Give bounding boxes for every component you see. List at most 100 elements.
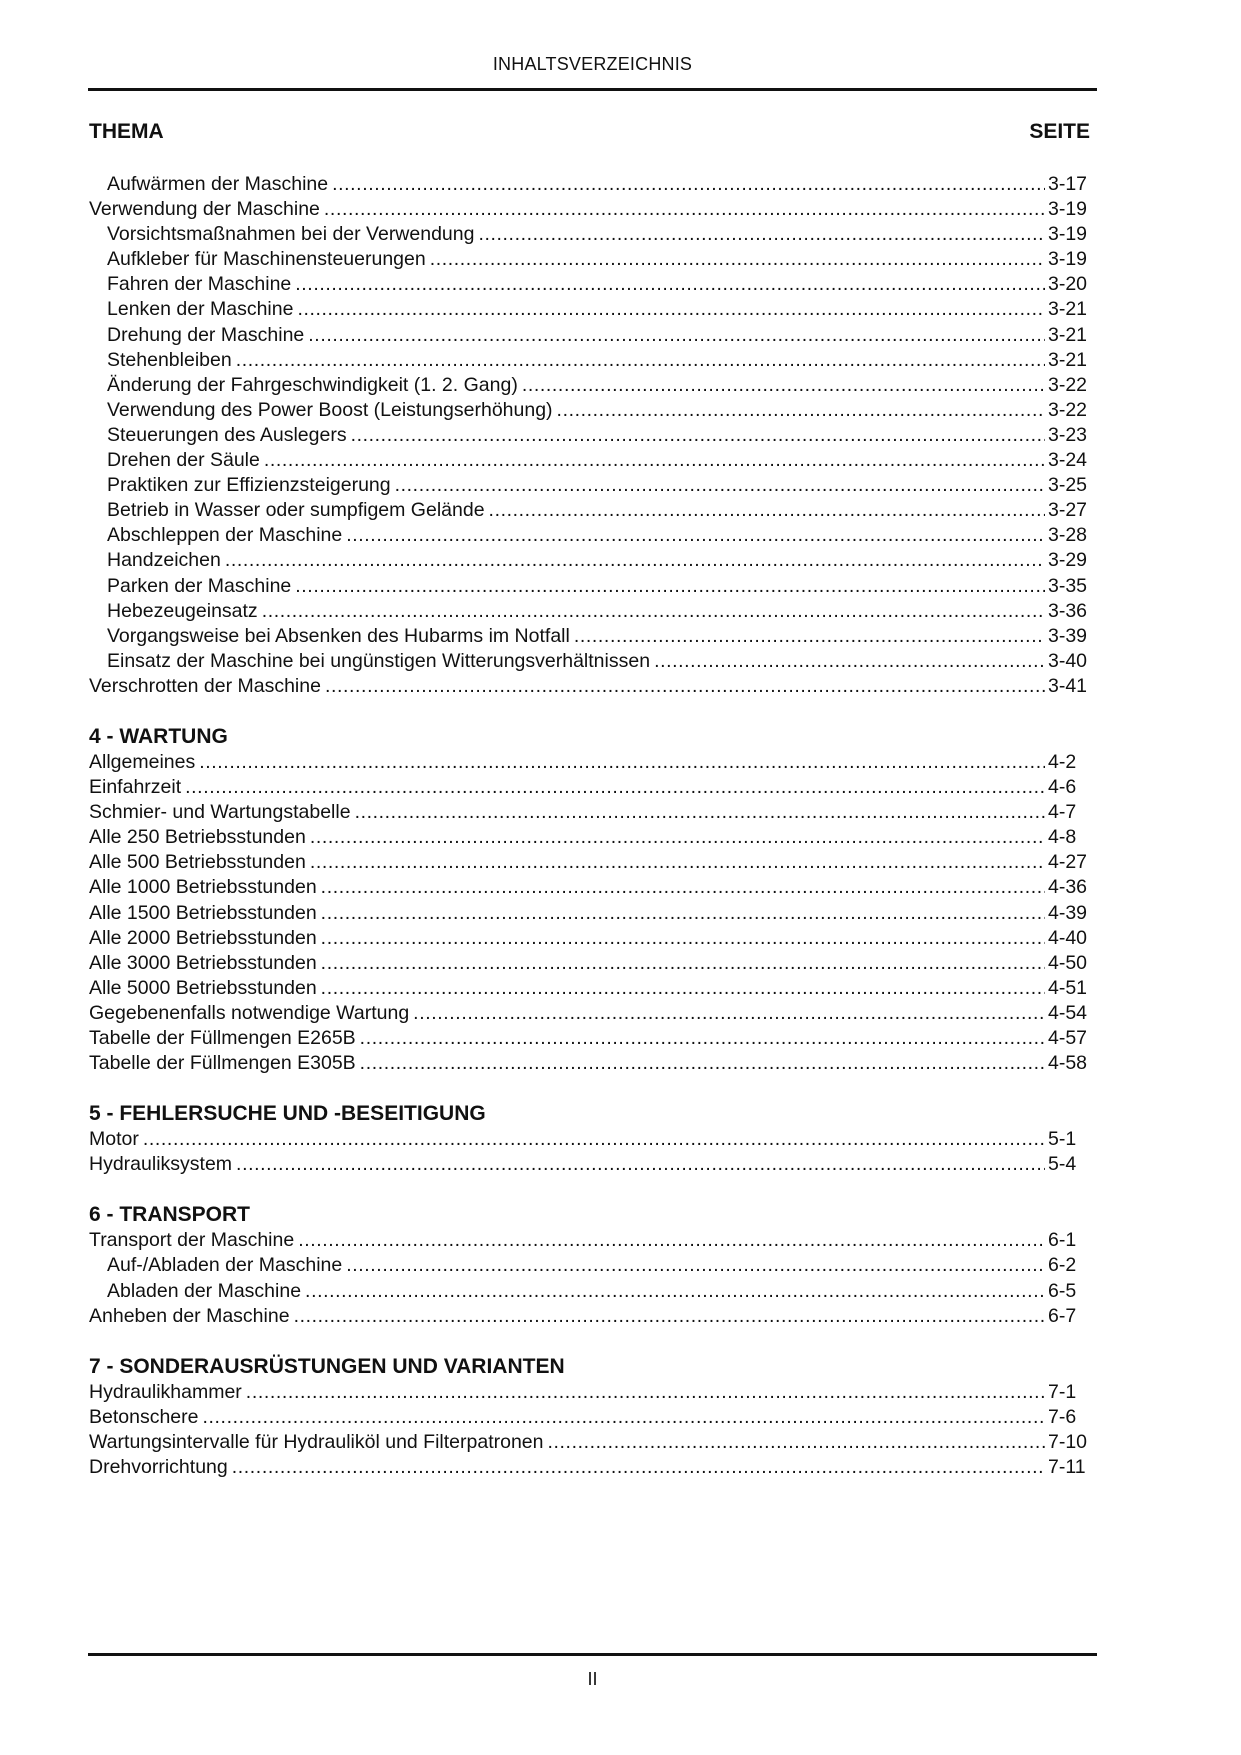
toc-entry[interactable]: Parken der Maschine 3-35 — [89, 574, 1091, 599]
footer-rule — [88, 1653, 1097, 1656]
dot-leader — [409, 1001, 1045, 1026]
toc-entry[interactable]: Einsatz der Maschine bei ungünstigen Wit… — [89, 649, 1091, 674]
toc-entry-page: 3-19 — [1048, 248, 1088, 271]
toc-entry-page: 4-7 — [1048, 801, 1077, 824]
toc-entry-page: 4-36 — [1048, 876, 1088, 899]
toc-entry[interactable]: Alle 1500 Betriebsstunden 4-39 — [89, 901, 1091, 926]
toc-entry[interactable]: Vorsichtsmaßnahmen bei der Verwendung 3-1… — [89, 222, 1091, 247]
dot-leader — [356, 1026, 1045, 1051]
toc-entry[interactable]: Anheben der Maschine 6-7 — [89, 1304, 1091, 1329]
toc-entry-page: 3-29 — [1048, 549, 1088, 572]
toc-entry-page: 4-54 — [1048, 1001, 1088, 1024]
toc-entry-label: Transport der Maschine — [89, 1229, 295, 1252]
toc-entry-page: 6-2 — [1048, 1254, 1077, 1277]
toc-entry[interactable]: Alle 250 Betriebsstunden 4-8 — [89, 825, 1091, 850]
toc-entry[interactable]: Praktiken zur Effizienzsteigerung 3-25 — [89, 473, 1091, 498]
toc-entry[interactable]: Abladen der Maschine 6-5 — [89, 1279, 1091, 1304]
dot-leader — [195, 750, 1045, 775]
dot-leader — [356, 1051, 1045, 1076]
dot-leader — [199, 1405, 1046, 1430]
toc-entry-page: 3-20 — [1048, 273, 1088, 296]
toc-entry[interactable]: Aufkleber für Maschinensteuerungen 3-19 — [89, 247, 1091, 272]
toc-entry-label: Alle 1500 Betriebsstunden — [89, 901, 317, 924]
toc-entry[interactable]: Lenken der Maschine 3-21 — [89, 297, 1091, 322]
toc-entry-page: 4-6 — [1048, 776, 1077, 799]
dot-leader — [518, 373, 1045, 398]
toc-entry-page: 3-39 — [1048, 624, 1088, 647]
toc-entry[interactable]: Änderung der Fahrgeschwindigkeit (1. 2. … — [89, 373, 1091, 398]
dot-leader — [232, 1152, 1045, 1177]
toc-entry-label: Motor — [89, 1128, 139, 1151]
toc-entry-label: Tabelle der Füllmengen E305B — [89, 1052, 356, 1075]
toc-entry[interactable]: Transport der Maschine 6-1 — [89, 1228, 1091, 1253]
toc-entry-label: Vorsichtsmaßnahmen bei der Verwendung — [107, 223, 475, 246]
toc-entry[interactable]: Alle 500 Betriebsstunden 4-27 — [89, 850, 1091, 875]
toc-entry[interactable]: Drehung der Maschine 3-21 — [89, 323, 1091, 348]
toc-entry[interactable]: Vorgangsweise bei Absenken des Hubarms i… — [89, 624, 1091, 649]
toc-entry-label: Allgemeines — [89, 750, 196, 773]
toc-entry[interactable]: Steuerungen des Auslegers 3-23 — [89, 423, 1091, 448]
toc-entry[interactable]: Betonschere 7-6 — [89, 1405, 1091, 1430]
toc-entry[interactable]: Verschrotten der Maschine 3-41 — [89, 674, 1091, 699]
toc-entry[interactable]: Fahren der Maschine 3-20 — [89, 272, 1091, 297]
toc-entry[interactable]: Alle 5000 Betriebsstunden 4-51 — [89, 976, 1091, 1001]
toc-entry-page: 4-57 — [1048, 1027, 1088, 1049]
toc-entry[interactable]: Einfahrzeit 4-6 — [89, 775, 1091, 800]
toc-entry[interactable]: Aufwärmen der Maschine 3-17 — [89, 172, 1091, 197]
toc-entry[interactable]: Drehvorrichtung 7-11 — [89, 1455, 1091, 1480]
toc-entry[interactable]: Motor 5-1 — [89, 1127, 1091, 1152]
toc-entry[interactable]: Verwendung der Maschine 3-19 — [89, 197, 1091, 222]
toc-entry[interactable]: Hydrauliksystem 5-4 — [89, 1152, 1091, 1177]
toc-entry-label: Lenken der Maschine — [107, 298, 294, 321]
toc-entry-page: 4-50 — [1048, 951, 1088, 974]
section-heading: 5 - FEHLERSUCHE UND -BESEITIGUNG — [89, 1102, 486, 1126]
toc-entry[interactable]: Tabelle der Füllmengen E265B 4-57 — [89, 1026, 1091, 1051]
toc-entry-label: Einfahrzeit — [89, 776, 182, 799]
toc-entry[interactable]: Alle 2000 Betriebsstunden 4-40 — [89, 926, 1091, 951]
toc-entry-label: Praktiken zur Effizienzsteigerung — [107, 474, 391, 497]
toc-entry-label: Alle 1000 Betriebsstunden — [89, 876, 317, 899]
toc-entry-label: Aufkleber für Maschinensteuerungen — [107, 248, 426, 271]
toc-entry-page: 6-5 — [1048, 1279, 1077, 1302]
toc-entry-label: Tabelle der Füllmengen E265B — [89, 1027, 356, 1049]
toc-entry[interactable]: Alle 1000 Betriebsstunden 4-36 — [89, 875, 1091, 900]
toc-entry[interactable]: Auf-/Abladen der Maschine 6-2 — [89, 1253, 1091, 1278]
toc-entry-label: Alle 5000 Betriebsstunden — [89, 976, 317, 999]
header-rule — [88, 88, 1097, 91]
toc-entry[interactable]: Betrieb in Wasser oder sumpfigem Gelände… — [89, 498, 1091, 523]
toc-entry-label: Steuerungen des Auslegers — [107, 423, 347, 446]
toc-entry-page: 6-1 — [1048, 1229, 1077, 1252]
toc-entry[interactable]: Allgemeines 4-2 — [89, 750, 1091, 775]
toc-entry-page: 4-58 — [1048, 1052, 1088, 1075]
dot-leader — [351, 800, 1045, 825]
toc-entry[interactable]: Tabelle der Füllmengen E305B 4-58 — [89, 1051, 1091, 1076]
toc-entry-page: 3-35 — [1048, 574, 1088, 597]
dot-leader — [321, 674, 1045, 699]
toc-entry[interactable]: Hydraulikhammer 7-1 — [89, 1380, 1091, 1405]
toc-entry[interactable]: Abschleppen der Maschine 3-28 — [89, 523, 1091, 548]
dot-leader — [342, 1253, 1045, 1278]
toc-entry[interactable]: Hebezeugeinsatz 3-36 — [89, 599, 1091, 624]
toc-entry[interactable]: Wartungsintervalle für Hydrauliköl und F… — [89, 1430, 1091, 1455]
toc-entry[interactable]: Alle 3000 Betriebsstunden 4-50 — [89, 951, 1091, 976]
toc-entry-page: 3-36 — [1048, 599, 1088, 622]
toc-entry[interactable]: Verwendung des Power Boost (Leistungserh… — [89, 398, 1091, 423]
toc-entry-label: Vorgangsweise bei Absenken des Hubarms i… — [107, 624, 570, 647]
dot-leader — [391, 473, 1045, 498]
toc-entry-label: Alle 2000 Betriebsstunden — [89, 926, 317, 949]
toc-entry-page: 3-24 — [1048, 449, 1088, 472]
dot-leader — [544, 1430, 1046, 1455]
toc-entry[interactable]: Drehen der Säule 3-24 — [89, 448, 1091, 473]
toc-entry[interactable]: Handzeichen 3-29 — [89, 548, 1091, 573]
toc-entry-label: Hydrauliksystem — [89, 1153, 233, 1176]
toc-entry[interactable]: Stehenbleiben 3-21 — [89, 348, 1091, 373]
toc-entry-label: Abladen der Maschine — [107, 1279, 302, 1302]
dot-leader — [317, 926, 1045, 951]
dot-leader — [294, 1228, 1045, 1253]
toc-entry[interactable]: Schmier- und Wartungstabelle 4-7 — [89, 800, 1091, 825]
dot-leader — [139, 1127, 1045, 1152]
toc-entry-page: 5-1 — [1048, 1128, 1077, 1151]
toc-entry-page: 3-21 — [1048, 323, 1088, 346]
toc-entry[interactable]: Gegebenenfalls notwendige Wartung 4-54 — [89, 1001, 1091, 1026]
toc-entry-label: Drehung der Maschine — [107, 323, 305, 346]
